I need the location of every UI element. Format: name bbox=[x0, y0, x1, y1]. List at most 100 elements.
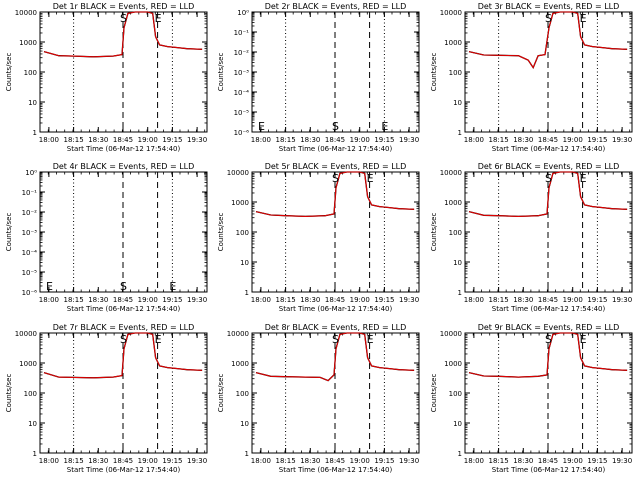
x-tick-label: 18:45 bbox=[325, 457, 345, 465]
y-tick-label: 10000 bbox=[15, 330, 37, 338]
y-tick-label: 10⁻⁴ bbox=[234, 89, 250, 97]
end-marker: E bbox=[258, 120, 265, 133]
x-tick-label: 18:45 bbox=[113, 296, 133, 304]
x-tick-label: 18:30 bbox=[513, 457, 533, 465]
x-tick-label: 18:00 bbox=[464, 457, 484, 465]
x-tick-label: 19:30 bbox=[399, 296, 419, 304]
x-tick-label: 19:00 bbox=[563, 136, 583, 144]
y-axis-label: Counts/sec bbox=[430, 213, 438, 252]
chart-panel-2: Det 2r BLACK = Events, RED = LLD 10⁻⁶ 10⁻⁵… bbox=[217, 2, 420, 153]
x-tick-label: 18:15 bbox=[276, 296, 296, 304]
x-tick-label: 19:00 bbox=[563, 457, 583, 465]
end-marker: E bbox=[580, 333, 587, 346]
x-tick-label: 18:00 bbox=[39, 296, 59, 304]
y-tick-label: 100 bbox=[449, 390, 462, 398]
x-tick-label: 19:30 bbox=[399, 457, 419, 465]
chart-panel-5: Det 5r BLACK = Events, RED = LLD 1 10 100 10… bbox=[217, 162, 420, 313]
start-marker: S bbox=[120, 333, 127, 346]
x-tick-label: 18:45 bbox=[113, 457, 133, 465]
x-tick-label: 18:00 bbox=[464, 136, 484, 144]
y-tick-label: 10⁻² bbox=[22, 209, 38, 217]
y-tick-label: 10⁰ bbox=[237, 9, 249, 17]
x-tick-label: 19:00 bbox=[350, 296, 370, 304]
x-tick-label: 18:15 bbox=[489, 296, 509, 304]
y-axis-label: Counts/sec bbox=[217, 374, 225, 413]
x-tick-label: 18:15 bbox=[64, 136, 84, 144]
x-tick-label: 18:45 bbox=[325, 296, 345, 304]
x-tick-label: 19:00 bbox=[350, 136, 370, 144]
y-tick-label: 1000 bbox=[231, 199, 249, 207]
end-marker: E bbox=[155, 12, 162, 25]
y-tick-label: 10⁻¹ bbox=[22, 189, 38, 197]
x-tick-label: 18:15 bbox=[64, 457, 84, 465]
y-tick-label: 100 bbox=[449, 229, 462, 237]
chart-panel-3: Det 3r BLACK = Events, RED = LLD 1 10 100 10… bbox=[430, 2, 633, 153]
x-tick-label: 18:15 bbox=[64, 296, 84, 304]
x-axis-label: Start Time (06-Mar-12 17:54:40) bbox=[279, 466, 393, 474]
x-tick-label: 18:00 bbox=[251, 457, 271, 465]
panel-title: Det 9r BLACK = Events, RED = LLD bbox=[478, 323, 620, 332]
x-tick-label: 19:00 bbox=[138, 136, 158, 144]
x-tick-label: 18:30 bbox=[300, 296, 320, 304]
y-tick-label: 100 bbox=[449, 69, 462, 77]
x-tick-label: 18:00 bbox=[39, 457, 59, 465]
end-marker: E bbox=[367, 172, 374, 185]
x-tick-label: 19:15 bbox=[374, 296, 394, 304]
y-tick-label: 10 bbox=[453, 420, 462, 428]
x-tick-label: 18:15 bbox=[276, 136, 296, 144]
x-tick-label: 19:30 bbox=[612, 296, 632, 304]
y-tick-label: 10 bbox=[28, 420, 37, 428]
y-axis-label: Counts/sec bbox=[430, 53, 438, 92]
start-marker: S bbox=[120, 280, 127, 293]
end-marker: E bbox=[46, 280, 53, 293]
chart-panel-7: Det 7r BLACK = Events, RED = LLD 1 10 100 10… bbox=[5, 323, 208, 474]
x-tick-label: 18:00 bbox=[464, 296, 484, 304]
y-tick-label: 100 bbox=[24, 390, 37, 398]
x-tick-label: 18:45 bbox=[538, 457, 558, 465]
y-axis-label: Counts/sec bbox=[5, 213, 13, 252]
chart-panel-9: Det 9r BLACK = Events, RED = LLD 1 10 100 10… bbox=[430, 323, 633, 474]
x-axis-label: Start Time (06-Mar-12 17:54:40) bbox=[67, 145, 181, 153]
y-tick-label: 1 bbox=[458, 129, 462, 137]
y-tick-label: 1000 bbox=[444, 360, 462, 368]
panel-title: Det 6r BLACK = Events, RED = LLD bbox=[478, 162, 620, 171]
y-tick-label: 10 bbox=[453, 259, 462, 267]
chart-panel-8: Det 8r BLACK = Events, RED = LLD 1 10 100 10… bbox=[217, 323, 420, 474]
lld-series-line bbox=[43, 332, 203, 379]
y-axis-label: Counts/sec bbox=[430, 374, 438, 413]
y-tick-label: 1000 bbox=[444, 199, 462, 207]
lld-series-line bbox=[255, 171, 415, 217]
x-axis-label: Start Time (06-Mar-12 17:54:40) bbox=[67, 305, 181, 313]
x-axis-label: Start Time (06-Mar-12 17:54:40) bbox=[492, 145, 606, 153]
y-tick-label: 10 bbox=[28, 99, 37, 107]
y-axis-label: Counts/sec bbox=[217, 53, 225, 92]
y-tick-label: 100 bbox=[236, 390, 249, 398]
end-marker: E bbox=[580, 12, 587, 25]
x-tick-label: 19:15 bbox=[587, 136, 607, 144]
x-tick-label: 18:15 bbox=[489, 136, 509, 144]
start-marker: S bbox=[332, 333, 339, 346]
x-tick-label: 19:30 bbox=[399, 136, 419, 144]
y-tick-label: 1000 bbox=[231, 360, 249, 368]
panel-title: Det 4r BLACK = Events, RED = LLD bbox=[53, 162, 195, 171]
x-tick-label: 18:45 bbox=[325, 136, 345, 144]
y-tick-label: 10000 bbox=[227, 169, 249, 177]
y-tick-label: 10⁻⁶ bbox=[22, 289, 38, 297]
x-tick-label: 18:30 bbox=[88, 136, 108, 144]
x-tick-label: 19:15 bbox=[374, 136, 394, 144]
y-tick-label: 10⁰ bbox=[25, 169, 37, 177]
end-marker: E bbox=[580, 172, 587, 185]
x-tick-label: 19:15 bbox=[374, 457, 394, 465]
chart-panel-6: Det 6r BLACK = Events, RED = LLD 1 10 100 10… bbox=[430, 162, 633, 313]
panel-title: Det 5r BLACK = Events, RED = LLD bbox=[265, 162, 407, 171]
x-axis-label: Start Time (06-Mar-12 17:54:40) bbox=[67, 466, 181, 474]
y-axis-label: Counts/sec bbox=[217, 213, 225, 252]
y-tick-label: 10 bbox=[453, 99, 462, 107]
x-tick-label: 19:15 bbox=[162, 457, 182, 465]
x-tick-label: 18:30 bbox=[300, 457, 320, 465]
start-marker: S bbox=[545, 12, 552, 25]
y-tick-label: 10000 bbox=[440, 169, 462, 177]
panel-title: Det 3r BLACK = Events, RED = LLD bbox=[478, 2, 620, 11]
chart-panel-1: Det 1r BLACK = Events, RED = LLD 1 10 100 10… bbox=[5, 2, 208, 153]
x-tick-label: 19:15 bbox=[162, 296, 182, 304]
